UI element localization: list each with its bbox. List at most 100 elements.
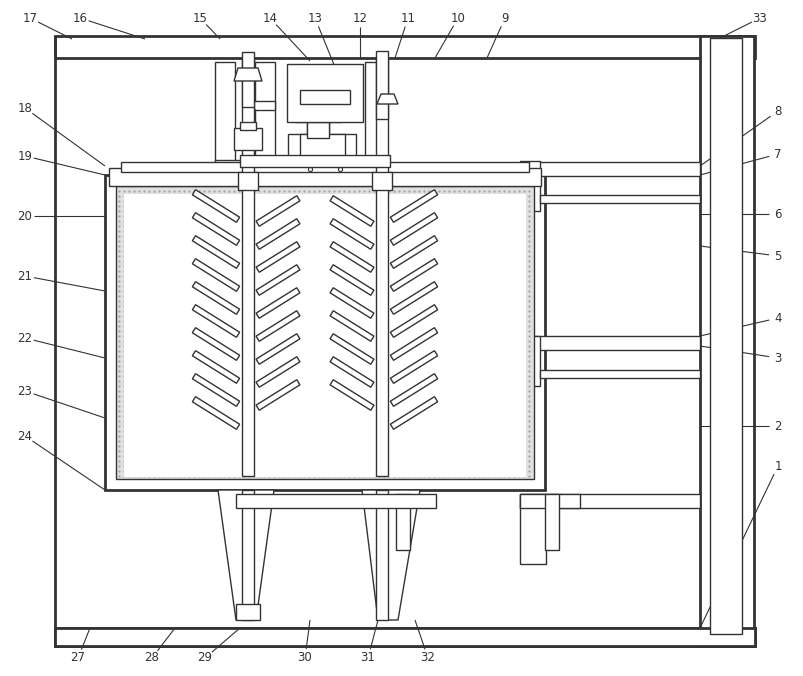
Polygon shape — [330, 219, 373, 249]
Polygon shape — [255, 242, 300, 272]
Text: 28: 28 — [145, 652, 159, 665]
Text: 10: 10 — [450, 11, 465, 24]
Text: 17: 17 — [22, 11, 38, 24]
Bar — [124, 194, 525, 477]
Text: 12: 12 — [352, 11, 367, 24]
Bar — [307, 120, 328, 138]
Polygon shape — [390, 397, 437, 429]
Text: 27: 27 — [71, 652, 85, 665]
Polygon shape — [192, 190, 239, 222]
Bar — [238, 172, 258, 190]
Text: 14: 14 — [262, 11, 277, 24]
Bar — [520, 494, 579, 508]
Bar — [116, 186, 533, 479]
Bar — [120, 162, 528, 172]
Bar — [242, 490, 254, 620]
Polygon shape — [377, 94, 397, 104]
Bar — [240, 155, 389, 167]
Bar — [520, 336, 699, 350]
Text: 33: 33 — [752, 11, 766, 24]
Text: 16: 16 — [72, 11, 88, 24]
Text: 32: 32 — [420, 652, 435, 665]
Text: 9: 9 — [500, 11, 508, 24]
Polygon shape — [250, 101, 275, 110]
Bar — [520, 336, 540, 386]
Bar — [55, 628, 754, 646]
Polygon shape — [255, 334, 300, 364]
Text: 4: 4 — [773, 312, 781, 324]
Bar — [234, 128, 262, 150]
Polygon shape — [390, 236, 437, 268]
Text: 8: 8 — [773, 105, 781, 118]
Polygon shape — [390, 213, 437, 245]
Polygon shape — [255, 288, 300, 318]
Bar — [105, 175, 544, 490]
Polygon shape — [192, 397, 239, 429]
Bar — [240, 122, 255, 130]
Bar — [287, 64, 362, 122]
Bar — [214, 62, 234, 174]
Polygon shape — [390, 351, 437, 383]
Text: 13: 13 — [308, 11, 322, 24]
Bar — [396, 494, 410, 550]
Text: 5: 5 — [773, 249, 781, 262]
Bar — [709, 38, 741, 634]
Polygon shape — [330, 196, 373, 226]
Bar — [236, 604, 259, 620]
Polygon shape — [390, 328, 437, 360]
Text: 20: 20 — [18, 210, 32, 222]
Bar — [242, 189, 254, 476]
Text: 21: 21 — [18, 270, 32, 283]
Bar — [540, 195, 699, 203]
Polygon shape — [361, 490, 419, 620]
Text: 7: 7 — [773, 147, 781, 160]
Text: 19: 19 — [18, 149, 32, 162]
Polygon shape — [390, 190, 437, 222]
Bar — [242, 57, 254, 175]
Bar — [300, 134, 344, 174]
Polygon shape — [192, 213, 239, 245]
Text: 15: 15 — [193, 11, 207, 24]
Polygon shape — [192, 236, 239, 268]
Bar — [255, 62, 275, 174]
Bar — [520, 161, 540, 211]
Polygon shape — [192, 282, 239, 314]
Bar — [55, 628, 754, 646]
Polygon shape — [192, 305, 239, 337]
Bar — [55, 36, 754, 58]
Polygon shape — [330, 380, 373, 410]
Polygon shape — [192, 328, 239, 360]
Bar — [365, 62, 385, 174]
Text: 6: 6 — [773, 208, 781, 220]
Polygon shape — [255, 357, 300, 387]
Bar — [520, 494, 699, 508]
Bar — [520, 494, 545, 564]
Text: 23: 23 — [18, 385, 32, 397]
Bar — [307, 104, 328, 174]
Polygon shape — [390, 305, 437, 337]
Bar — [295, 110, 340, 122]
Bar — [376, 189, 388, 476]
Polygon shape — [330, 242, 373, 272]
Bar — [242, 52, 254, 107]
Polygon shape — [255, 196, 300, 226]
Text: 29: 29 — [198, 652, 212, 665]
Polygon shape — [330, 357, 373, 387]
Text: 3: 3 — [773, 352, 781, 364]
Text: 24: 24 — [18, 429, 32, 443]
Bar — [540, 370, 699, 378]
Bar — [376, 51, 388, 119]
Bar — [520, 162, 699, 176]
Bar — [372, 172, 392, 190]
Polygon shape — [255, 219, 300, 249]
Text: 18: 18 — [18, 101, 32, 114]
Polygon shape — [390, 259, 437, 291]
Text: 22: 22 — [18, 331, 32, 345]
Polygon shape — [234, 68, 262, 81]
Bar — [544, 494, 558, 550]
Polygon shape — [330, 288, 373, 318]
Text: 31: 31 — [360, 652, 375, 665]
Polygon shape — [192, 259, 239, 291]
Polygon shape — [192, 351, 239, 383]
Bar — [109, 168, 540, 186]
